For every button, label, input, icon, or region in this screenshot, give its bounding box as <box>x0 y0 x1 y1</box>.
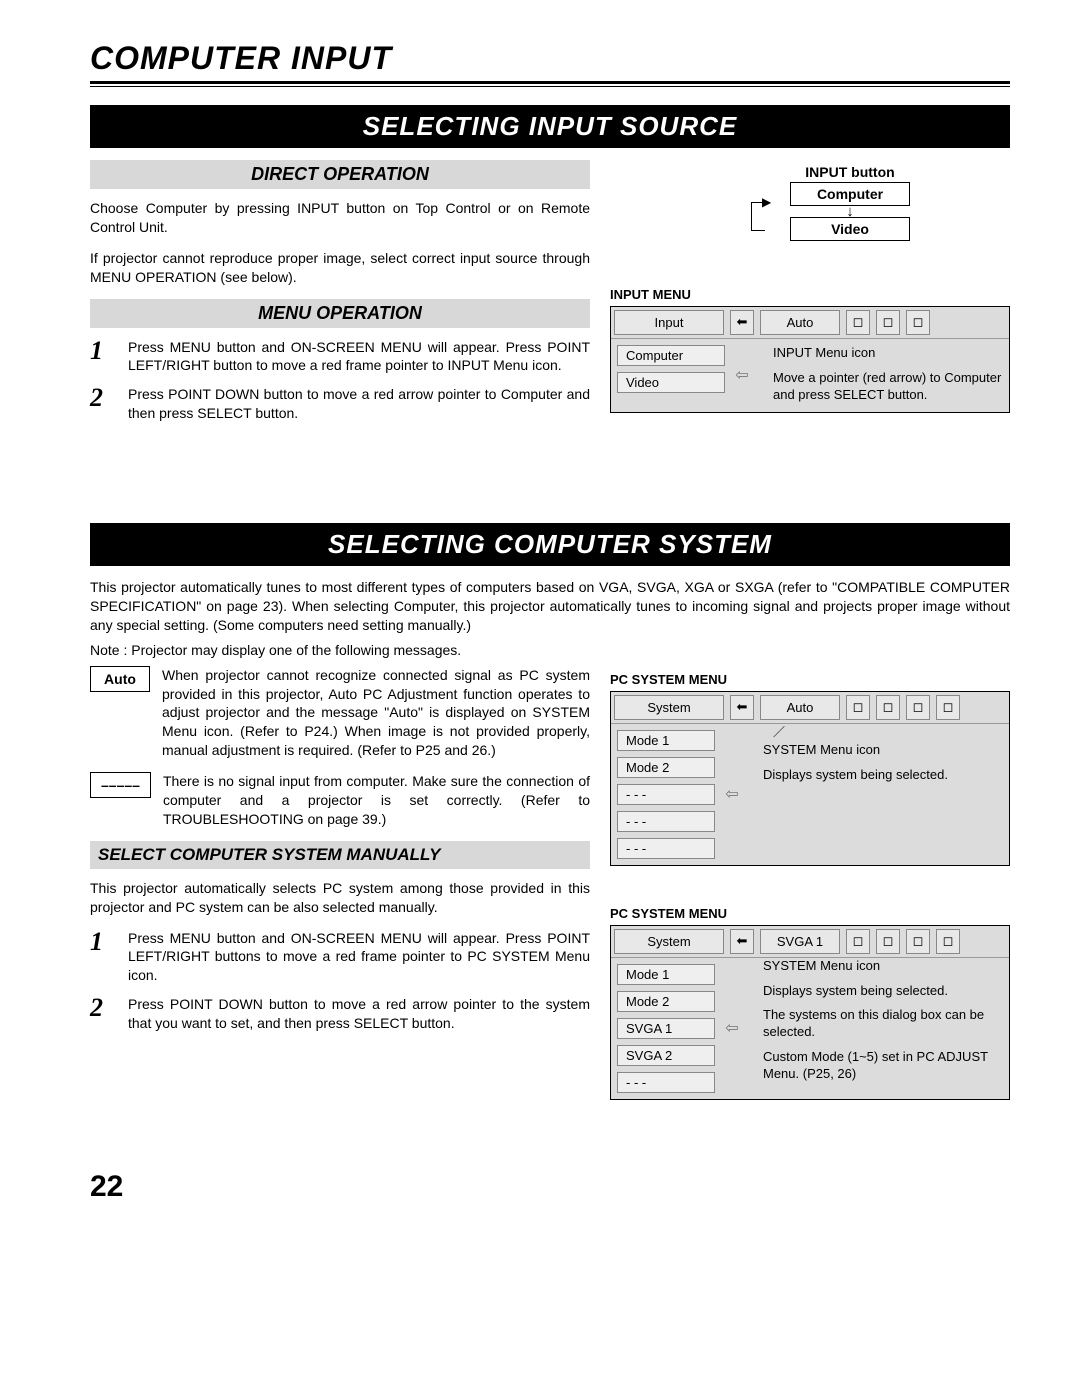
osd-list-item: - - - <box>617 784 715 805</box>
osd-nav-left-icon: ⬅ <box>730 695 754 720</box>
annotation-text: INPUT Menu icon <box>773 345 1009 362</box>
osd-list-item: - - - <box>617 811 715 832</box>
red-arrow-pointer-icon: ⇦ <box>721 724 743 865</box>
subhead-direct-operation: DIRECT OPERATION <box>90 160 590 189</box>
pc-system-menu-label-2: PC SYSTEM MENU <box>610 906 1010 921</box>
osd-icon: ◻ <box>906 929 930 954</box>
annotation-text: SYSTEM Menu icon <box>763 958 1009 975</box>
section2-note: Note : Projector may display one of the … <box>90 641 1010 660</box>
step-number-1: 1 <box>90 338 114 364</box>
section2-intro: This projector automatically tunes to mo… <box>90 578 1010 635</box>
osd-nav-left-icon: ⬅ <box>730 310 754 335</box>
manual-step2: Press POINT DOWN button to move a red ar… <box>128 995 590 1033</box>
osd-list-item: Mode 1 <box>617 730 715 751</box>
page-number: 22 <box>90 1170 1010 1204</box>
step-number-2: 2 <box>90 385 114 411</box>
page-title: COMPUTER INPUT <box>90 40 1010 77</box>
rule-thick <box>90 81 1010 84</box>
osd-icon: ◻ <box>876 695 900 720</box>
rule-thin <box>90 86 1010 87</box>
osd-icon: ◻ <box>876 310 900 335</box>
step-number-1: 1 <box>90 929 114 955</box>
input-button-label: INPUT button <box>785 164 915 180</box>
step-number-2: 2 <box>90 995 114 1021</box>
input-menu-label: INPUT MENU <box>610 287 1010 302</box>
annotation-text: SYSTEM Menu icon <box>763 742 1009 759</box>
osd-list-item: SVGA 1 <box>617 1018 715 1039</box>
osd-title-cell: System <box>614 929 724 954</box>
osd-title-cell: Input <box>614 310 724 335</box>
direct-op-p1: Choose Computer by pressing INPUT button… <box>90 199 590 237</box>
leader-line: ／ <box>763 726 1009 738</box>
osd-list-item: Mode 2 <box>617 991 715 1012</box>
osd-icon: ◻ <box>846 695 870 720</box>
osd-list-item: Video <box>617 372 725 393</box>
subhead-select-manually: SELECT COMPUTER SYSTEM MANUALLY <box>90 841 590 869</box>
osd-list-item: Mode 1 <box>617 964 715 985</box>
input-button-diagram: INPUT button ▶ Computer ↓ Video <box>610 160 1010 241</box>
annotation-text: Displays system being selected. <box>763 983 1009 1000</box>
osd-icon: ◻ <box>876 929 900 954</box>
message-box-auto: Auto <box>90 666 150 692</box>
osd-pc-system-menu-2: System ⬅ SVGA 1 ◻ ◻ ◻ ◻ Mode 1 Mode 2 SV… <box>610 925 1010 1100</box>
annotation-text: Displays system being selected. <box>763 767 1009 784</box>
osd-icon: ◻ <box>936 695 960 720</box>
osd-mode-cell: SVGA 1 <box>760 929 840 954</box>
osd-icon: ◻ <box>936 929 960 954</box>
osd-mode-cell: Auto <box>760 310 840 335</box>
osd-list-item: Mode 2 <box>617 757 715 778</box>
section-banner-input-source: SELECTING INPUT SOURCE <box>90 105 1010 148</box>
message-auto-text: When projector cannot recognize connecte… <box>162 666 590 760</box>
menu-op-step2: Press POINT DOWN button to move a red ar… <box>128 385 590 423</box>
pc-system-menu-label-1: PC SYSTEM MENU <box>610 672 1010 687</box>
message-blank-text: There is no signal input from computer. … <box>163 772 590 829</box>
osd-list-item: - - - <box>617 1072 715 1093</box>
manual-step1: Press MENU button and ON-SCREEN MENU wil… <box>128 929 590 986</box>
menu-op-step1: Press MENU button and ON-SCREEN MENU wil… <box>128 338 590 376</box>
annotation-text: Custom Mode (1~5) set in PC ADJUST Menu.… <box>763 1049 1009 1083</box>
osd-nav-left-icon: ⬅ <box>730 929 754 954</box>
red-arrow-pointer-icon: ⇦ <box>731 339 753 412</box>
message-box-blank: ––––– <box>90 772 151 798</box>
osd-pc-system-menu-1: System ⬅ Auto ◻ ◻ ◻ ◻ Mode 1 Mode 2 - - … <box>610 691 1010 866</box>
osd-title-cell: System <box>614 695 724 720</box>
osd-mode-cell: Auto <box>760 695 840 720</box>
input-option-video: Video <box>790 217 910 241</box>
section-banner-computer-system: SELECTING COMPUTER SYSTEM <box>90 523 1010 566</box>
annotation-text: Move a pointer (red arrow) to Computer a… <box>773 370 1009 404</box>
red-arrow-pointer-icon: ⇦ <box>721 958 743 1099</box>
osd-icon: ◻ <box>906 310 930 335</box>
osd-icon: ◻ <box>906 695 930 720</box>
osd-icon: ◻ <box>846 929 870 954</box>
osd-list-item: - - - <box>617 838 715 859</box>
osd-input-menu: Input ⬅ Auto ◻ ◻ ◻ Computer Video ⇦ INPU… <box>610 306 1010 413</box>
osd-list-item: Computer <box>617 345 725 366</box>
annotation-text: The systems on this dialog box can be se… <box>763 1007 1009 1041</box>
direct-op-p2: If projector cannot reproduce proper ima… <box>90 249 590 287</box>
osd-list-item: SVGA 2 <box>617 1045 715 1066</box>
manual-p1: This projector automatically selects PC … <box>90 879 590 917</box>
subhead-menu-operation: MENU OPERATION <box>90 299 590 328</box>
osd-icon: ◻ <box>846 310 870 335</box>
